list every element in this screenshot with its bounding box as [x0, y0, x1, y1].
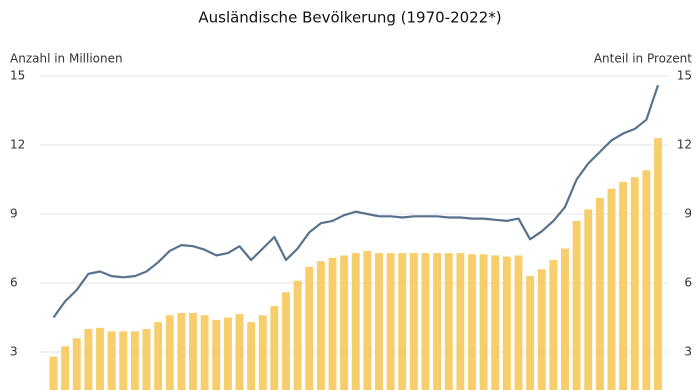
bar: [119, 331, 128, 390]
y2-tick-label: 3: [684, 345, 692, 359]
y2-tick-label: 15: [677, 69, 692, 83]
y2-tick-label: 9: [684, 207, 692, 221]
bar: [328, 257, 337, 390]
bar: [84, 329, 93, 390]
y2-axis-label: Anteil in Prozent: [594, 52, 692, 66]
bar: [491, 255, 500, 390]
bar: [444, 253, 453, 390]
bar: [363, 250, 372, 390]
bar: [607, 188, 616, 390]
bar: [619, 181, 628, 390]
bar: [479, 254, 488, 390]
bar: [258, 315, 267, 390]
bar: [526, 276, 535, 390]
bar: [409, 253, 418, 390]
y2-tick-label: 12: [677, 138, 692, 152]
bar: [107, 331, 116, 390]
bar: [630, 177, 639, 390]
chart-title: Ausländische Bevölkerung (1970-2022*): [198, 9, 501, 27]
bar: [142, 329, 151, 390]
bar: [549, 260, 558, 390]
bar: [514, 255, 523, 390]
bar: [642, 170, 651, 390]
bar: [61, 346, 70, 390]
bar: [212, 319, 221, 390]
bar: [595, 197, 604, 390]
bar: [72, 338, 81, 390]
bar: [200, 315, 209, 390]
y-tick-label: 15: [10, 69, 25, 83]
bar: [561, 248, 569, 390]
bar: [433, 253, 442, 390]
bar: [247, 322, 256, 390]
bar: [177, 312, 186, 390]
bar: [375, 253, 383, 390]
bar: [316, 261, 325, 390]
bar: [282, 292, 290, 390]
bar: [49, 356, 58, 390]
bar: [130, 331, 139, 390]
y2-tick-label: 6: [684, 276, 692, 290]
bar: [223, 317, 232, 390]
bar: [340, 255, 349, 390]
y-tick-label: 12: [10, 138, 25, 152]
bar: [154, 322, 163, 390]
bar: [235, 314, 244, 390]
line: [52, 84, 660, 319]
y-tick-label: 3: [10, 345, 18, 359]
bar: [572, 220, 581, 390]
bar: [537, 269, 546, 390]
bar: [386, 253, 395, 390]
bar: [584, 209, 593, 390]
bar: [96, 327, 104, 390]
bar: [189, 312, 197, 390]
bar: [270, 306, 279, 390]
y-axis-label: Anzahl in Millionen: [10, 52, 123, 66]
bar: [456, 253, 465, 390]
bar: [468, 254, 476, 390]
bar: [502, 256, 511, 390]
bar: [421, 253, 430, 390]
bar: [293, 280, 302, 390]
bar: [351, 253, 360, 390]
bar: [165, 315, 174, 390]
bar: [305, 266, 314, 390]
y-tick-label: 9: [10, 207, 18, 221]
bar: [654, 138, 662, 390]
bar: [398, 253, 407, 390]
y-tick-label: 6: [10, 276, 18, 290]
